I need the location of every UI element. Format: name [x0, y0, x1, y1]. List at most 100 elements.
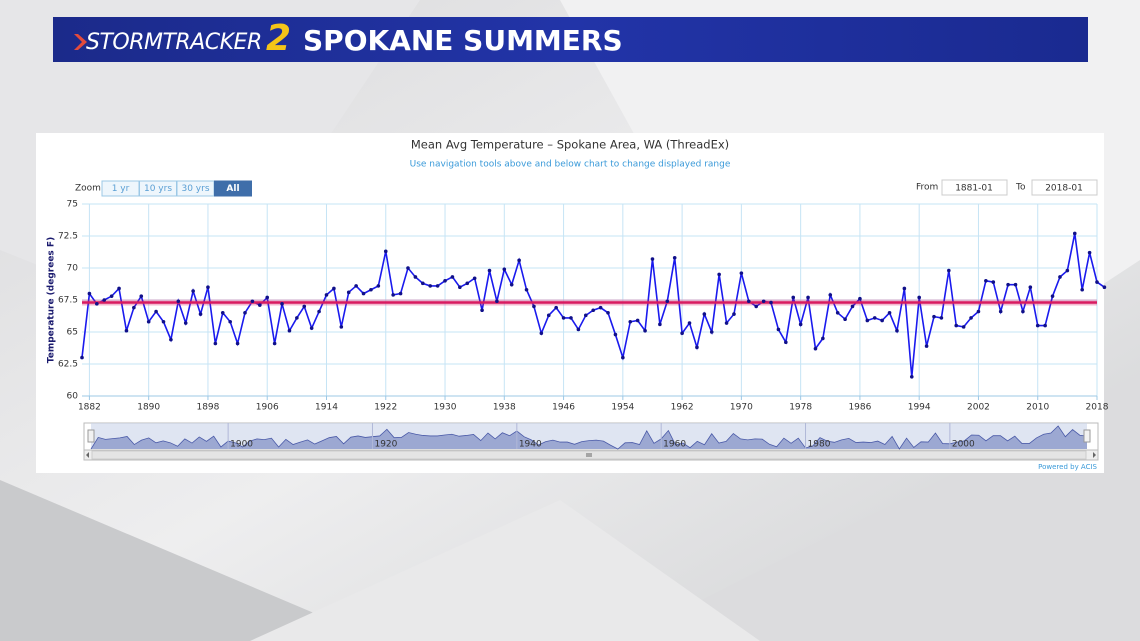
navigator-line — [90, 425, 1088, 450]
data-point — [154, 309, 158, 314]
x-tick-label: 2002 — [967, 403, 990, 413]
data-point — [250, 299, 255, 304]
data-point — [1028, 285, 1033, 290]
data-point — [220, 311, 225, 315]
data-point — [480, 308, 484, 313]
navigator-tick-label: 1940 — [519, 440, 542, 450]
navigator-tick-label: 2000 — [952, 440, 975, 450]
data-point — [509, 282, 514, 287]
data-point — [828, 293, 833, 297]
y-axis-label: Temperature (degrees F) — [47, 237, 57, 363]
data-point — [791, 295, 796, 300]
x-tick-label: 1986 — [848, 403, 871, 413]
data-point — [228, 319, 232, 324]
to-input[interactable] — [1031, 179, 1098, 196]
data-point — [835, 311, 840, 315]
data-point — [124, 328, 129, 333]
y-tick-label: 67.5 — [58, 296, 78, 306]
data-point — [976, 309, 981, 314]
data-point — [635, 318, 640, 323]
y-tick-label: 65 — [67, 328, 78, 338]
x-tick-label: 1890 — [137, 403, 160, 413]
data-point — [932, 314, 936, 319]
y-tick-label: 70 — [67, 264, 79, 274]
data-point — [309, 326, 314, 330]
data-point — [1065, 268, 1070, 273]
data-point — [117, 286, 121, 291]
data-point — [435, 284, 440, 288]
data-point — [813, 346, 818, 351]
data-point — [280, 302, 284, 306]
data-point — [546, 313, 551, 318]
data-point — [561, 316, 566, 320]
data-point — [598, 305, 603, 310]
data-point — [658, 322, 662, 327]
x-tick-label: 1978 — [789, 403, 812, 413]
navigator-tick-label: 1920 — [374, 440, 397, 450]
data-point — [176, 299, 181, 304]
navigator-tick-label: 1980 — [808, 440, 831, 450]
data-point — [539, 331, 544, 336]
navigator-fill — [91, 426, 1087, 449]
data-point — [554, 305, 558, 310]
data-point — [865, 318, 870, 323]
data-point — [421, 281, 425, 286]
from-input[interactable] — [941, 179, 1008, 196]
data-point — [132, 305, 136, 310]
data-point — [161, 319, 166, 324]
x-tick-label: 1922 — [374, 403, 397, 413]
data-point — [413, 275, 418, 279]
data-point — [80, 355, 84, 360]
data-point — [532, 304, 536, 309]
data-point — [428, 284, 433, 288]
data-point — [1058, 275, 1062, 279]
navigator-tick-label: 1900 — [230, 440, 253, 450]
data-point — [169, 337, 173, 342]
data-point — [354, 284, 358, 288]
zoom-button[interactable] — [214, 180, 252, 197]
data-point — [517, 258, 521, 263]
data-point — [917, 295, 921, 300]
data-point — [495, 299, 499, 304]
y-tick-label: 60 — [67, 392, 79, 402]
data-point — [332, 286, 336, 291]
scroll-arrow-left[interactable] — [86, 452, 89, 458]
background-shape — [250, 500, 760, 641]
x-tick-label: 1938 — [493, 403, 516, 413]
navigator-handle[interactable] — [1083, 429, 1091, 443]
scroll-arrow-right[interactable] — [1093, 452, 1096, 458]
data-point — [695, 345, 699, 350]
data-point — [858, 296, 862, 301]
navigator-handle[interactable] — [87, 429, 95, 443]
data-point — [991, 280, 996, 284]
zoom-button-label[interactable]: 1 yr — [112, 184, 130, 194]
zoom-button-label[interactable]: All — [226, 184, 239, 194]
data-point — [87, 291, 92, 296]
data-point — [258, 303, 262, 307]
data-point — [206, 285, 210, 290]
data-point — [843, 317, 847, 322]
zoom-buttons: 1 yr 10 yrs 30 yrs All — [101, 180, 252, 197]
plot: 60 62.5 65 67.5 70 72.5 75 1882 1890 1898 1906 1914… — [58, 200, 1109, 461]
data-point — [1102, 285, 1107, 290]
to-label: To — [1015, 183, 1026, 193]
data-point — [472, 276, 477, 281]
data-point — [465, 281, 470, 286]
x-tick-label: 1946 — [552, 403, 575, 413]
x-tick-label: 1930 — [434, 403, 457, 413]
header-title: SPOKANE SUMMERS — [303, 24, 623, 57]
data-point — [191, 289, 195, 293]
data-point — [769, 300, 773, 305]
navigator-tick-label: 1960 — [663, 440, 686, 450]
data-point — [732, 312, 736, 316]
data-point — [398, 291, 403, 296]
from-value[interactable]: 1881-01 — [955, 184, 993, 194]
x-tick-label: 1906 — [256, 403, 279, 413]
data-point — [687, 321, 692, 325]
to-value[interactable]: 2018-01 — [1045, 184, 1083, 194]
zoom-button-label[interactable]: 30 yrs — [181, 184, 209, 194]
x-tick-label: 2018 — [1086, 403, 1109, 413]
x-tick-label: 1882 — [78, 403, 101, 413]
data-point — [621, 355, 625, 360]
zoom-button-label[interactable]: 10 yrs — [144, 184, 172, 194]
